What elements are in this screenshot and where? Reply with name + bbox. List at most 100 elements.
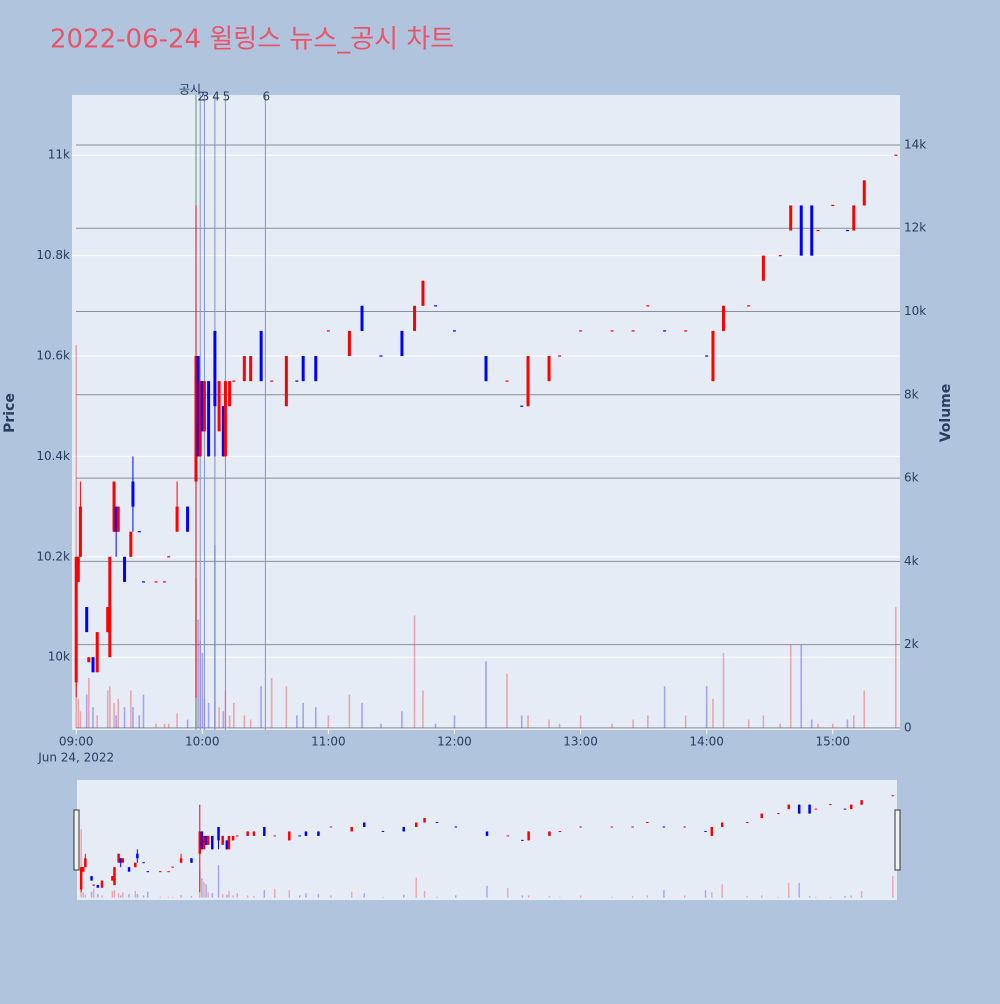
slider-volume-bar <box>330 895 332 898</box>
candle-body <box>223 381 227 457</box>
slider-volume-bar <box>721 884 723 898</box>
volume-bar <box>485 661 487 728</box>
candle-body <box>186 506 190 532</box>
candle-body <box>810 205 814 256</box>
slider-volume-bar <box>92 888 95 898</box>
candle-body <box>96 885 100 888</box>
candle-body <box>797 804 801 814</box>
y-tick-label: 10.2k <box>36 549 70 563</box>
slider-volume-bar <box>844 896 846 898</box>
slider-volume-bar <box>684 895 686 898</box>
volume-bar <box>894 607 897 728</box>
slider-volume-bar <box>704 890 707 898</box>
candle-body <box>684 330 688 332</box>
chart-title: 2022-06-24 윌링스 뉴스_공시 차트 <box>50 25 454 55</box>
slider-volume-bar <box>298 895 301 898</box>
candle-body <box>111 876 114 881</box>
slider-volume-bar <box>167 896 170 898</box>
candle-body <box>787 804 791 810</box>
candle-body <box>217 381 221 432</box>
slider-volume-bar <box>246 895 249 898</box>
candle-body <box>402 826 406 832</box>
volume-bar <box>817 723 819 728</box>
candle-body <box>190 858 193 863</box>
candle-body <box>85 607 89 633</box>
volume-bar <box>747 719 750 728</box>
volume-bar <box>138 715 141 728</box>
x-tick-label: 12:00 <box>437 735 472 749</box>
candle-body <box>808 804 811 814</box>
volume-bar <box>684 715 687 728</box>
volume-bar <box>176 713 178 728</box>
event-label: 3 <box>202 90 210 104</box>
candle-body <box>91 657 95 673</box>
candle-body <box>113 867 116 886</box>
candle-body <box>295 380 299 382</box>
candle-body <box>249 356 253 382</box>
slider-volume-bar <box>226 894 228 898</box>
candle-body <box>198 381 202 457</box>
candle-body <box>747 305 751 307</box>
candle-body <box>116 506 120 532</box>
candle-body <box>298 835 301 837</box>
candle-body <box>123 556 127 582</box>
volume-bar <box>314 707 317 728</box>
volume-bar <box>348 694 351 728</box>
candle-body <box>527 831 530 841</box>
y-tick-label: 10.8k <box>36 248 70 262</box>
volume-bar <box>506 673 508 728</box>
volume-bar <box>548 719 550 728</box>
slider-handle[interactable] <box>894 809 901 871</box>
candle-body <box>121 858 125 863</box>
slider-volume-bar <box>521 895 524 898</box>
slider-volume-bar <box>829 896 832 898</box>
volume-bar <box>434 723 437 728</box>
candle-body <box>454 826 458 828</box>
slider-volume-bar <box>97 893 99 898</box>
candle-body <box>117 853 120 863</box>
volume-bar <box>632 719 634 728</box>
slider-volume-bar <box>403 894 405 898</box>
candle-body <box>831 204 835 207</box>
slider-volume-bar <box>631 896 634 898</box>
volume-bar <box>380 723 382 728</box>
y2-tick-label: 0 <box>904 720 912 734</box>
candle-body <box>360 305 364 331</box>
candle-body <box>90 876 93 881</box>
candle-body <box>521 839 524 841</box>
volume-bar <box>302 702 304 728</box>
volume-bar <box>527 715 529 728</box>
volume-bar <box>611 723 613 728</box>
candle-body <box>95 632 99 673</box>
volume-bar <box>401 711 403 728</box>
candle-body <box>506 835 510 837</box>
slider-volume-bar <box>82 892 84 898</box>
candle-body <box>171 866 174 868</box>
candle-body <box>789 205 793 231</box>
candle-body <box>777 813 780 815</box>
slider-volume-bar <box>808 896 811 898</box>
candle-body <box>236 835 239 837</box>
candle-body <box>646 822 649 824</box>
volume-bar <box>779 723 782 728</box>
candle-body <box>347 330 351 357</box>
candle-body <box>158 871 162 873</box>
candle-body <box>520 405 524 407</box>
volume-bar <box>106 690 109 728</box>
candle-body <box>200 381 204 432</box>
slider-volume-bar <box>527 895 530 898</box>
candle-body <box>891 795 895 797</box>
candle-body <box>207 381 211 457</box>
candle-body <box>242 356 246 382</box>
range-slider[interactable] <box>77 780 897 900</box>
volume-bar <box>762 715 765 728</box>
slider-handle[interactable] <box>73 809 80 871</box>
candle-body <box>304 831 308 836</box>
slider-volume-bar <box>646 895 648 898</box>
candle-body <box>434 305 438 307</box>
volume-bar <box>155 723 157 728</box>
slider-volume-bar <box>122 892 124 898</box>
volume-bar <box>520 715 523 728</box>
volume-bar <box>142 694 145 728</box>
slider-volume-bar <box>134 890 136 898</box>
